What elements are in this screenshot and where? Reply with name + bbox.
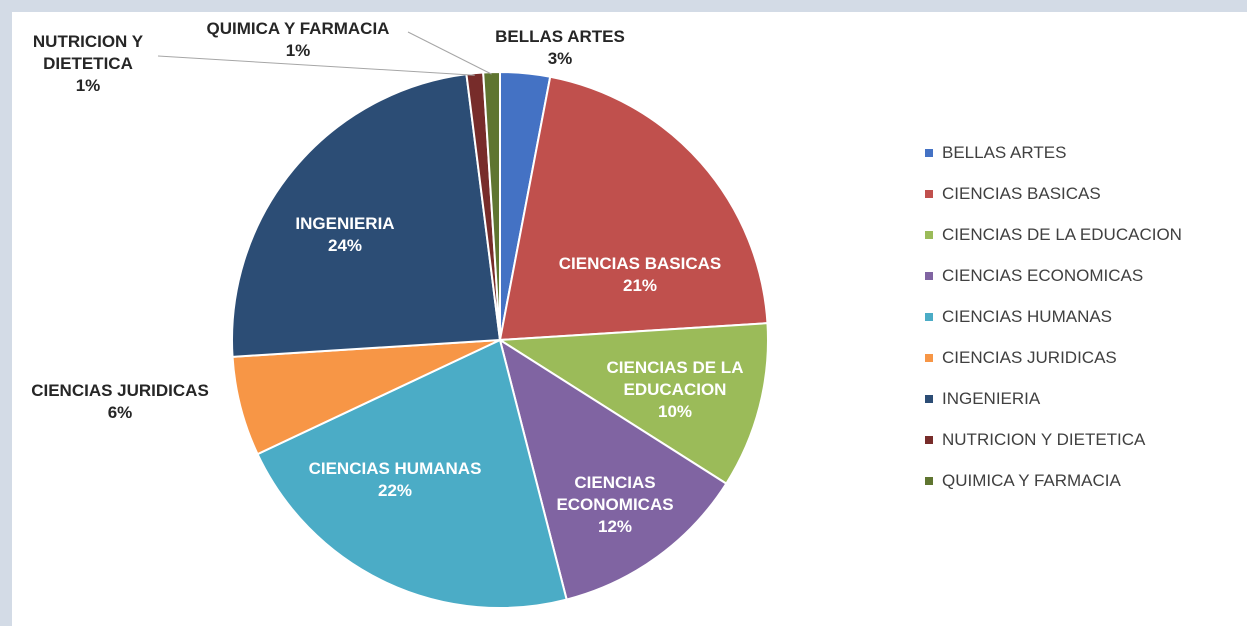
slice-category: BELLAS ARTES	[495, 27, 625, 46]
legend-swatch	[925, 354, 933, 362]
slice-value: 10%	[657, 402, 693, 421]
slice-category: NUTRICION Y DIETETICA	[32, 32, 144, 73]
pie-slice	[256, 338, 568, 609]
slice-label: CIENCIAS JURIDICAS 6%	[5, 380, 235, 424]
leader-line	[407, 31, 492, 75]
legend-label: INGENIERIA	[942, 389, 1041, 408]
slice-value: 3%	[547, 49, 573, 68]
legend-label: CIENCIAS BASICAS	[942, 184, 1101, 203]
pie-slice	[498, 75, 769, 342]
legend-swatch	[925, 231, 933, 239]
slice-category: CIENCIAS BASICAS	[558, 254, 722, 273]
legend-swatch	[925, 436, 933, 444]
slice-category: INGENIERIA	[295, 214, 395, 233]
slice-label: NUTRICION Y DIETETICA 1%	[13, 31, 163, 97]
slice-label: CIENCIAS HUMANAS 22%	[285, 458, 505, 502]
slice-label: QUIMICA Y FARMACIA 1%	[178, 18, 418, 62]
slice-category: CIENCIAS JURIDICAS	[31, 381, 209, 400]
slice-category: CIENCIAS HUMANAS	[308, 459, 482, 478]
legend-swatch	[925, 272, 933, 280]
slice-category: CIENCIAS ECONOMICAS	[556, 473, 674, 514]
legend-label: QUIMICA Y FARMACIA	[942, 471, 1121, 490]
legend-label: BELLAS ARTES	[942, 143, 1067, 162]
slice-category: QUIMICA Y FARMACIA	[206, 19, 390, 38]
slice-value: 22%	[377, 481, 413, 500]
slice-label: BELLAS ARTES 3%	[480, 26, 640, 70]
legend-label: NUTRICION Y DIETETICA	[942, 430, 1146, 449]
pie-slice	[496, 322, 769, 485]
legend-label: CIENCIAS DE LA EDUCACION	[942, 225, 1182, 244]
legend-swatch	[925, 313, 933, 321]
slice-label: CIENCIAS ECONOMICAS 12%	[545, 472, 685, 538]
slice-value: 6%	[107, 403, 133, 422]
legend-label: CIENCIAS HUMANAS	[942, 307, 1113, 326]
legend-swatch	[925, 395, 933, 403]
slice-category: CIENCIAS DE LA EDUCACION	[606, 358, 744, 399]
legend-swatch	[925, 190, 933, 198]
slice-value: 1%	[285, 41, 311, 60]
legend-label: CIENCIAS ECONOMICAS	[942, 266, 1144, 285]
legend-swatch	[925, 477, 933, 485]
pie-slice	[482, 70, 501, 341]
slice-value: 1%	[75, 76, 101, 95]
slice-value: 21%	[622, 276, 658, 295]
slice-value: 12%	[597, 517, 633, 536]
pie-slice	[498, 337, 728, 601]
slice-label: CIENCIAS DE LA EDUCACION 10%	[588, 357, 763, 423]
slice-label: CIENCIAS BASICAS 21%	[530, 253, 750, 297]
legend-label: CIENCIAS JURIDICAS	[942, 348, 1117, 367]
leader-line	[157, 55, 475, 76]
legend-swatch	[925, 149, 933, 157]
slice-label: INGENIERIA 24%	[245, 213, 445, 257]
pie-slice	[231, 72, 502, 358]
slice-value: 24%	[327, 236, 363, 255]
